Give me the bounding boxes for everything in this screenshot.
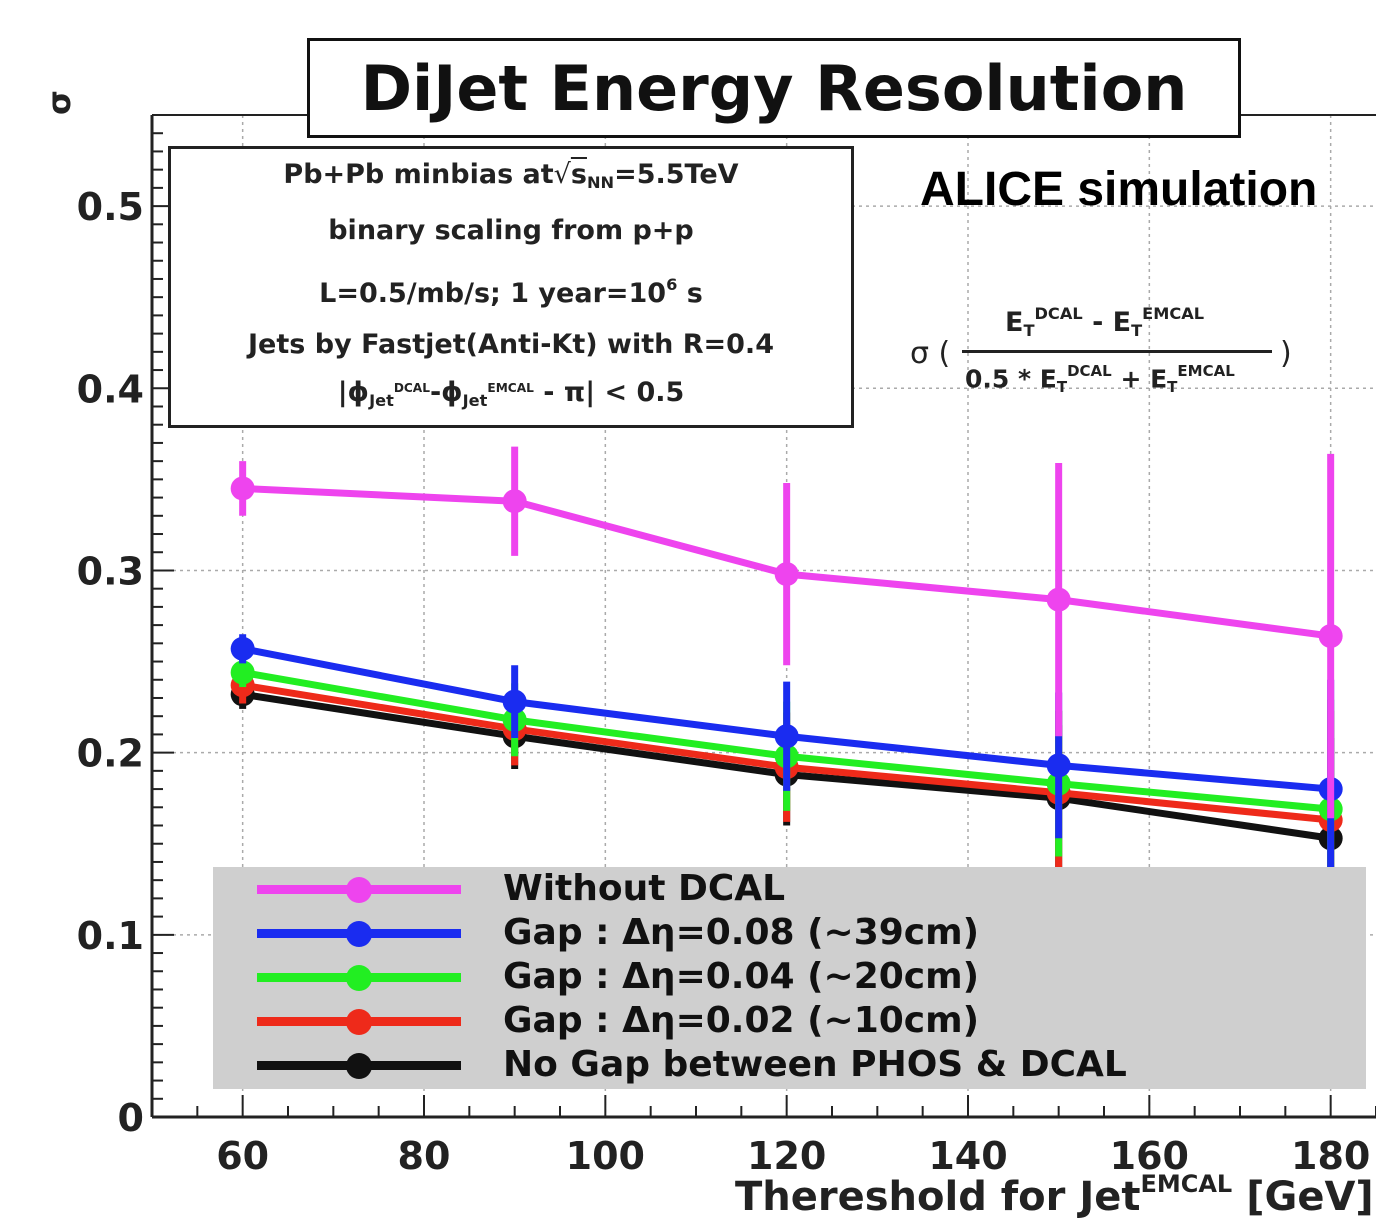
info-line-5-sup1: DCAL (393, 380, 430, 395)
formula-num-minus: - E (1082, 307, 1132, 339)
formula-den-pre: 0.5 * E (965, 364, 1057, 394)
info-line-1-sub: NN (586, 172, 615, 192)
info-line-3-suffix: s (677, 278, 703, 310)
tick-labels: 60 80 100 120 140 160 180 0 0.1 0.2 0.3 0.4 0.5 (77, 185, 1371, 1178)
simulation-label: ALICE simulation (920, 163, 1318, 216)
legend-marker-no-gap (346, 1053, 372, 1079)
x-tick-label: 100 (566, 1134, 645, 1178)
info-line-1-suffix: =5.5TeV (614, 159, 739, 190)
formula-den-e1-sup: DCAL (1067, 362, 1112, 380)
x-tick-label: 120 (747, 1134, 826, 1178)
formula-den-e2-sup: EMCAL (1177, 362, 1235, 380)
formula-close: ) (1280, 336, 1292, 371)
x-tick-label: 60 (216, 1134, 269, 1178)
x-axis-label: Thereshold for JetEMCAL [GeV] (735, 1170, 1374, 1220)
info-line-1: Pb+Pb minbias at√sNN=5.5TeV (171, 159, 851, 192)
info-line-5-sup2: EMCAL (487, 380, 534, 395)
legend-label-gap-002: Gap : Δη=0.02 (~10cm) (503, 1000, 980, 1041)
x-axis-label-sup: EMCAL (1140, 1170, 1233, 1198)
info-line-2: binary scaling from p+p (328, 215, 694, 246)
series-layer (230, 446, 1343, 939)
info-line-3-sup: 6 (666, 275, 678, 294)
series-0 (230, 446, 1343, 819)
data-point (774, 724, 799, 749)
formula-fraction-bar (962, 350, 1272, 353)
legend-marker-gap-008 (346, 921, 372, 947)
formula-den-e1-sub: T (1056, 377, 1068, 396)
data-point (502, 689, 527, 714)
resolution-formula: σ ( ETDCAL - ETEMCAL 0.5 * ETDCAL + ETEM… (910, 300, 1300, 410)
data-point (1318, 624, 1343, 649)
data-point (774, 562, 799, 587)
data-point (502, 489, 527, 514)
legend-marker-gap-002 (346, 1009, 372, 1035)
formula-num-e2-sub: T (1131, 321, 1143, 340)
y-tick-label: 0.2 (77, 732, 144, 776)
info-box: Pb+Pb minbias at√sNN=5.5TeV binary scali… (168, 146, 854, 428)
data-point (230, 660, 255, 685)
data-point (1046, 753, 1071, 778)
formula-denominator: 0.5 * ETDCAL + ETEMCAL (965, 362, 1235, 396)
legend-item-gap-002: Gap : Δη=0.02 (~10cm) (213, 999, 1366, 1043)
legend: Without DCAL Gap : Δη=0.08 (~39cm) Gap :… (213, 867, 1366, 1089)
legend-item-no-gap: No Gap between PHOS & DCAL (213, 1043, 1366, 1087)
info-line-3-prefix: L=0.5/mb/s; 1 year=10 (319, 278, 667, 310)
formula-num-e1-sub: T (1023, 321, 1035, 340)
data-point (1046, 587, 1071, 612)
legend-marker-gap-004 (346, 965, 372, 991)
x-tick-label: 140 (928, 1134, 1007, 1178)
formula-numerator: ETDCAL - ETEMCAL (1005, 304, 1204, 340)
info-line-5-sub1: Jet (369, 390, 394, 410)
formula-num-e2-sup: EMCAL (1142, 304, 1205, 323)
y-axis-label: σ (40, 90, 78, 115)
y-tick-label: 0.1 (77, 914, 144, 958)
y-tick-label: 0 (118, 1096, 144, 1140)
formula-den-e2-sub: T (1167, 377, 1178, 396)
formula-num-e1-sup: DCAL (1034, 304, 1083, 323)
info-line-5-a: |ϕ (337, 377, 370, 408)
info-line-5-sub2: Jet (462, 390, 488, 410)
chart-title: DiJet Energy Resolution (307, 38, 1241, 138)
legend-label-no-gap: No Gap between PHOS & DCAL (503, 1044, 1127, 1085)
info-line-3: L=0.5/mb/s; 1 year=106 s (171, 275, 851, 309)
info-line-1-s: s (570, 159, 587, 190)
legend-marker-without-dcal (346, 877, 372, 903)
info-line-5: |ϕJetDCAL-ϕJetEMCAL - π| < 0.5 (171, 377, 851, 410)
legend-label-gap-008: Gap : Δη=0.08 (~39cm) (503, 912, 980, 953)
y-tick-label: 0.3 (77, 549, 144, 593)
formula-num-e1: E (1005, 307, 1024, 339)
x-tick-label: 160 (1110, 1134, 1189, 1178)
legend-label-without-dcal: Without DCAL (503, 868, 786, 909)
x-axis-label-unit: [GeV] (1246, 1174, 1374, 1220)
y-tick-label: 0.5 (77, 185, 144, 229)
legend-item-without-dcal: Without DCAL (213, 867, 1366, 911)
data-point (230, 636, 255, 661)
legend-item-gap-004: Gap : Δη=0.04 (~20cm) (213, 955, 1366, 999)
info-line-5-c: - π| < 0.5 (533, 377, 685, 408)
sqrt-icon: √ (553, 159, 571, 190)
info-line-4: Jets by Fastjet(Anti-Kt) with R=0.4 (248, 329, 774, 360)
info-line-5-b: -ϕ (429, 377, 463, 408)
legend-label-gap-004: Gap : Δη=0.04 (~20cm) (503, 956, 980, 997)
info-line-1-prefix: Pb+Pb minbias at (283, 159, 554, 190)
formula-sigma: σ ( (910, 336, 951, 371)
formula-den-plus: + E (1111, 364, 1168, 394)
data-point (230, 476, 255, 501)
legend-item-gap-008: Gap : Δη=0.08 (~39cm) (213, 911, 1366, 955)
x-tick-label: 180 (1291, 1134, 1370, 1178)
x-tick-label: 80 (398, 1134, 451, 1178)
x-axis-label-text: Thereshold for Jet (735, 1174, 1141, 1220)
chart-title-text: DiJet Energy Resolution (360, 51, 1188, 125)
y-tick-label: 0.4 (77, 367, 144, 411)
